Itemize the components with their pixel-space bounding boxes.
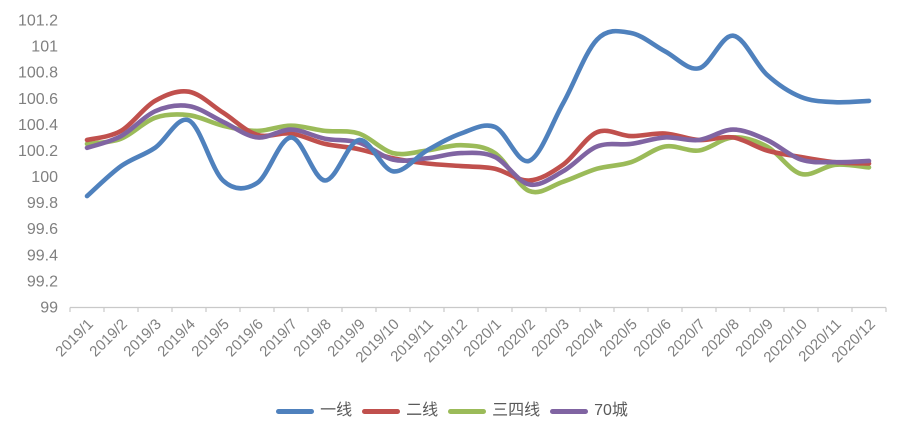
x-tick-label: 2019/4 [154, 316, 198, 360]
x-tick-label: 2019/6 [222, 316, 266, 360]
x-tick-label: 2019/7 [256, 316, 300, 360]
x-tick-label: 2019/3 [120, 316, 164, 360]
y-tick-label: 101.2 [18, 13, 58, 30]
legend-label: 三四线 [492, 402, 541, 419]
x-tick-label: 2020/2 [494, 316, 538, 360]
legend-swatch-tier3-4 [448, 408, 487, 414]
legend-swatch-tier2 [362, 408, 401, 414]
y-tick-label: 100.8 [18, 65, 58, 82]
x-tick-label: 2019/8 [290, 316, 334, 360]
legend-item-tier2: 二线 [362, 403, 438, 419]
legend-item-tier1: 一线 [276, 403, 352, 419]
legend-label: 70城 [594, 402, 628, 419]
series-line-tier2 [84, 88, 872, 183]
y-tick-label: 99 [40, 300, 58, 317]
x-tick-label: 2020/1 [460, 316, 504, 360]
y-tick-label: 100.4 [18, 117, 58, 134]
legend-label: 一线 [320, 402, 353, 419]
y-tick-label: 99.2 [27, 273, 58, 290]
x-tick-label: 2020/5 [596, 316, 640, 360]
y-tick-label: 100 [31, 169, 58, 186]
y-tick-label: 100.2 [18, 143, 58, 160]
legend-swatch-cities-70 [550, 408, 589, 414]
x-tick-label: 2020/8 [698, 316, 742, 360]
y-tick-label: 99.6 [27, 221, 58, 238]
series-line-tier1 [84, 28, 872, 199]
x-tick-label: 2020/7 [664, 316, 708, 360]
x-tick-label: 2020/6 [630, 316, 674, 360]
legend-item-tier3-4: 三四线 [448, 403, 540, 419]
legend-swatch-tier1 [276, 408, 315, 414]
y-tick-label: 101 [31, 39, 58, 56]
x-tick-label: 2019/2 [86, 316, 130, 360]
series-line-cities-70 [84, 103, 872, 188]
x-tick-label: 2020/3 [528, 316, 572, 360]
x-tick-label: 2019/1 [52, 316, 96, 360]
x-tick-label: 2019/5 [188, 316, 232, 360]
y-tick-label: 100.6 [18, 91, 58, 108]
chart-legend: 一线 二线 三四线 70城 [0, 403, 904, 419]
legend-item-cities-70: 70城 [550, 403, 628, 419]
x-tick-label: 2020/4 [562, 316, 606, 360]
y-tick-label: 99.8 [27, 195, 58, 212]
y-tick-label: 99.4 [27, 247, 58, 264]
legend-label: 二线 [406, 402, 439, 419]
